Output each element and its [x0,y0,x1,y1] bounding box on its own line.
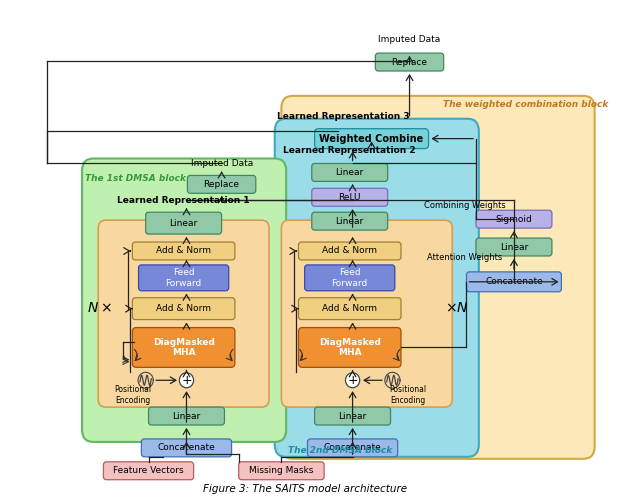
Text: Add & Norm: Add & Norm [322,247,377,255]
Text: Replace: Replace [392,57,428,66]
Text: Sigmoid: Sigmoid [495,215,532,224]
Text: Attention Weights: Attention Weights [427,253,502,262]
Text: Learned Representation 3: Learned Representation 3 [276,112,410,121]
Text: Missing Masks: Missing Masks [249,466,314,475]
Text: The weighted combination block: The weighted combination block [443,100,608,109]
FancyBboxPatch shape [82,159,286,442]
Text: Linear: Linear [170,219,198,228]
FancyBboxPatch shape [146,212,221,234]
FancyBboxPatch shape [298,327,401,367]
FancyBboxPatch shape [315,129,429,149]
Text: Concatenate: Concatenate [324,444,381,453]
Text: Concatenate: Concatenate [157,444,215,453]
FancyBboxPatch shape [467,272,561,292]
FancyBboxPatch shape [275,119,479,457]
Text: Figure 3: The SAITS model architecture: Figure 3: The SAITS model architecture [203,484,407,494]
Text: Linear: Linear [335,217,364,226]
FancyBboxPatch shape [315,407,390,425]
Circle shape [179,373,193,388]
Text: Positional
Encoding: Positional Encoding [114,386,151,405]
Text: $N\times$: $N\times$ [87,301,111,315]
Text: Linear: Linear [500,243,528,251]
FancyBboxPatch shape [282,96,595,459]
FancyBboxPatch shape [312,188,388,206]
FancyBboxPatch shape [98,220,269,407]
Text: Imputed Data: Imputed Data [378,34,441,44]
FancyBboxPatch shape [138,265,228,291]
Text: Combining Weights: Combining Weights [424,201,506,210]
FancyBboxPatch shape [476,210,552,228]
Text: Linear: Linear [172,412,200,421]
Text: Linear: Linear [339,412,367,421]
Text: The 2nd DMSA block: The 2nd DMSA block [288,447,392,456]
FancyBboxPatch shape [307,439,397,457]
Text: Positional
Encoding: Positional Encoding [389,386,426,405]
Text: Learned Representation 1: Learned Representation 1 [117,196,250,205]
Text: The 1st DMSA block: The 1st DMSA block [85,174,186,183]
FancyBboxPatch shape [104,462,193,480]
Text: Add & Norm: Add & Norm [156,247,211,255]
Text: Linear: Linear [335,168,364,177]
FancyBboxPatch shape [141,439,232,457]
FancyBboxPatch shape [476,238,552,256]
Text: Weighted Combine: Weighted Combine [319,134,424,144]
Text: Feed
Forward: Feed Forward [166,268,202,287]
Text: DiagMasked
MHA: DiagMasked MHA [153,338,214,357]
FancyBboxPatch shape [298,242,401,260]
Text: +: + [348,374,358,387]
FancyBboxPatch shape [305,265,395,291]
Text: Add & Norm: Add & Norm [156,304,211,313]
Text: Replace: Replace [204,180,239,189]
FancyBboxPatch shape [239,462,324,480]
FancyBboxPatch shape [132,242,235,260]
Text: Feature Vectors: Feature Vectors [113,466,184,475]
Text: $\times N$: $\times N$ [445,301,469,315]
FancyBboxPatch shape [132,327,235,367]
FancyBboxPatch shape [188,176,256,193]
Text: Learned Representation 2: Learned Representation 2 [284,146,416,155]
Text: Add & Norm: Add & Norm [322,304,377,313]
Circle shape [346,373,360,388]
Text: Concatenate: Concatenate [485,277,543,286]
Text: Imputed Data: Imputed Data [191,159,253,168]
Text: ReLU: ReLU [339,193,361,202]
FancyBboxPatch shape [298,298,401,319]
FancyBboxPatch shape [132,298,235,319]
Text: DiagMasked
MHA: DiagMasked MHA [319,338,381,357]
Text: +: + [181,374,192,387]
FancyBboxPatch shape [376,53,444,71]
FancyBboxPatch shape [312,164,388,181]
FancyBboxPatch shape [282,220,452,407]
FancyBboxPatch shape [148,407,225,425]
Text: Feed
Forward: Feed Forward [332,268,368,287]
FancyBboxPatch shape [312,212,388,230]
